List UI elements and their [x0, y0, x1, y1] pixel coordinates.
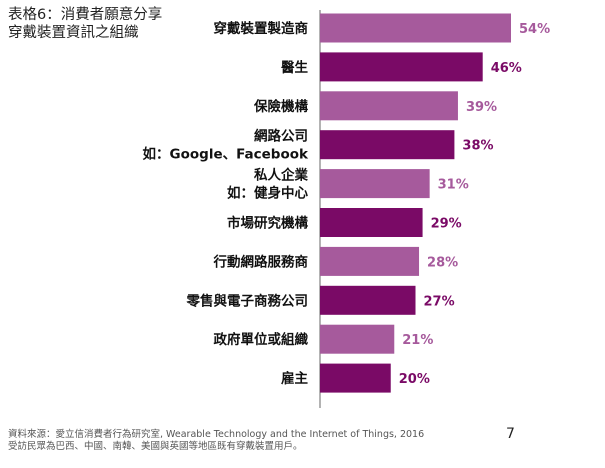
value-label-9: 21%	[402, 333, 433, 348]
value-label-5: 31%	[438, 178, 469, 193]
category-label-4-line-2: 如：Google、Facebook	[143, 146, 309, 163]
source-note: 資料來源：愛立信消費者行為研究室, Wearable Technology an…	[8, 429, 478, 453]
value-label-2: 46%	[491, 61, 522, 76]
value-label-1: 54%	[519, 22, 550, 37]
bar-6	[320, 208, 423, 237]
category-label-2: 醫生	[281, 59, 308, 76]
value-label-3: 39%	[466, 100, 497, 115]
page-number: 7	[506, 426, 515, 442]
bars-group	[320, 13, 511, 393]
chart-title-line-1: 表格6：消費者願意分享	[8, 7, 163, 23]
bar-5	[320, 169, 430, 199]
category-label-5-line-2: 如：健身中心	[227, 185, 308, 202]
source-note-line-2: 受訪民眾為巴西、中國、南韓、美國與英國等地區既有穿戴裝置用戶。	[8, 441, 303, 452]
bar-4	[320, 130, 455, 160]
bar-3	[320, 91, 458, 121]
category-label-8-line-1: 零售與電子商務公司	[186, 292, 309, 309]
category-label-4-line-1: 網路公司	[254, 128, 308, 145]
bar-9	[320, 324, 395, 354]
value-label-6: 29%	[431, 217, 462, 232]
bar-1	[320, 13, 511, 43]
category-label-6: 市場研究機構	[227, 215, 308, 232]
category-label-6-line-1: 市場研究機構	[227, 215, 308, 232]
category-label-5: 私人企業如：健身中心	[227, 167, 308, 202]
category-label-10: 雇主	[281, 370, 308, 387]
bar-2	[320, 52, 483, 82]
bar-10	[320, 363, 391, 393]
category-label-2-line-1: 醫生	[281, 59, 308, 76]
category-label-3-line-1: 保險機構	[253, 98, 308, 115]
category-label-7-line-1: 行動網路服務商	[213, 253, 309, 270]
bar-7	[320, 246, 420, 276]
bar-8	[320, 285, 416, 315]
chart-title: 表格6：消費者願意分享 穿戴裝置資訊之組織	[8, 6, 238, 42]
value-labels-group: 54% 46% 39% 38% 31% 29% 28% 27% 21% 20%	[399, 22, 550, 387]
category-label-1: 穿戴裝置製造商	[214, 20, 309, 37]
category-label-9-line-1: 政府單位或組織	[214, 331, 309, 348]
category-label-1-line-1: 穿戴裝置製造商	[214, 20, 309, 37]
source-note-line-1: 資料來源：愛立信消費者行為研究室, Wearable Technology an…	[8, 429, 425, 440]
category-label-4: 網路公司如：Google、Facebook	[143, 128, 309, 163]
value-label-8: 27%	[424, 294, 455, 309]
chart-title-line-2: 穿戴裝置資訊之組織	[8, 25, 139, 41]
value-label-7: 28%	[427, 255, 458, 270]
value-label-10: 20%	[399, 372, 430, 387]
category-label-7: 行動網路服務商	[213, 253, 309, 270]
category-label-10-line-1: 雇主	[281, 370, 308, 387]
category-label-3: 保險機構	[253, 98, 308, 115]
category-label-9: 政府單位或組織	[214, 331, 309, 348]
category-label-8: 零售與電子商務公司	[186, 292, 309, 309]
category-labels-group: 穿戴裝置製造商醫生保險機構網路公司如：Google、Facebook私人企業如：…	[143, 20, 309, 387]
value-label-4: 38%	[462, 139, 493, 154]
category-label-5-line-1: 私人企業	[254, 167, 308, 184]
